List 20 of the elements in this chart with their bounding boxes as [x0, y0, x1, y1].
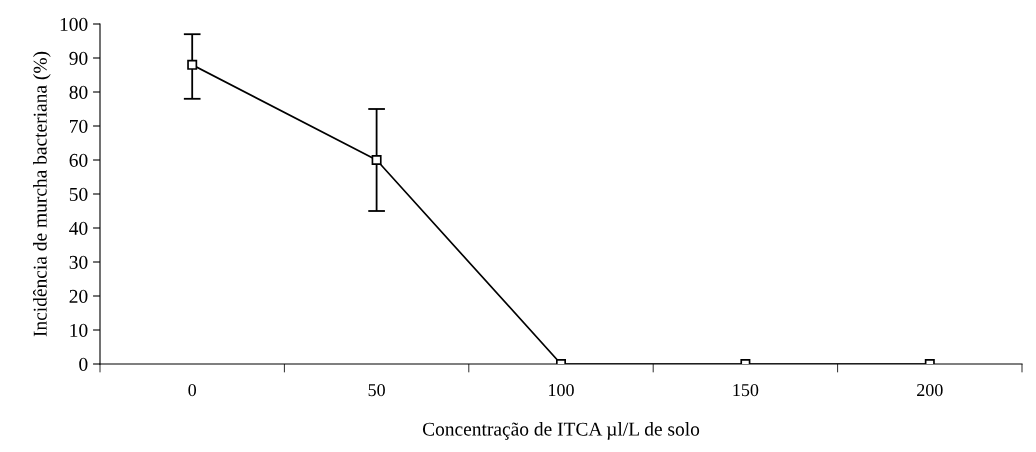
point	[371, 154, 382, 166]
x-tick-label: 0	[188, 383, 197, 397]
x-tick-label: 200	[917, 383, 943, 397]
y-tick-label: 90	[69, 51, 88, 65]
y-tick-label: 0	[79, 357, 88, 371]
y-tick-label: 60	[69, 153, 88, 167]
x-tick-label: 50	[368, 383, 385, 397]
point	[187, 59, 198, 70]
y-tick-label: 30	[69, 255, 88, 269]
y-axis-title: Incidência de murcha bacteriana (%)	[33, 51, 51, 337]
y-tick-label: 20	[69, 289, 88, 303]
x-tick-label: 150	[733, 383, 759, 397]
y-tick-label: 40	[69, 221, 88, 235]
y-tick-label: 10	[70, 323, 88, 337]
x-tick-label: 100	[549, 383, 574, 397]
y-tick-label: 50	[69, 187, 88, 201]
x-axis-title: Concentração de ITCA µl/L de solo	[422, 422, 700, 440]
y-tick-label: 70	[70, 119, 88, 133]
y-tick-label: 100	[60, 17, 88, 31]
y-tick-label: 80	[69, 85, 88, 99]
